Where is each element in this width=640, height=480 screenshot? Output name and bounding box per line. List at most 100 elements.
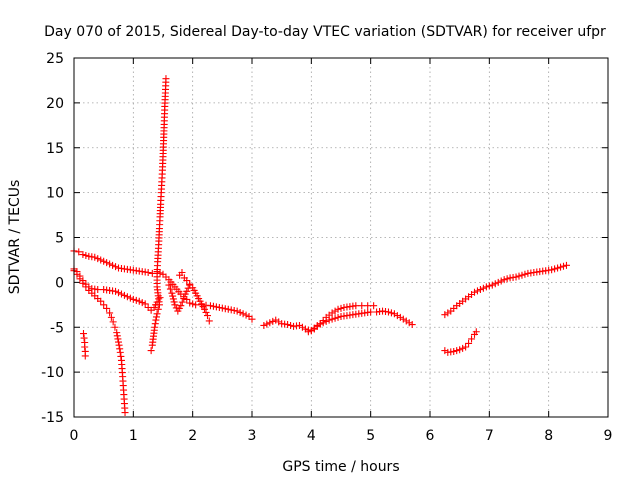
series-arc-8 — [260, 307, 416, 335]
x-tick-label: 2 — [188, 428, 197, 444]
data-point — [109, 261, 117, 269]
data-point — [180, 295, 188, 303]
data-point — [319, 317, 327, 325]
data-point — [518, 271, 526, 279]
y-tick-label: 25 — [46, 51, 64, 67]
data-point — [364, 302, 372, 310]
series-arc-7 — [176, 269, 213, 325]
data-point — [100, 257, 108, 265]
data-point — [169, 292, 177, 300]
data-point — [170, 298, 178, 306]
data-point — [154, 305, 162, 313]
data-point — [116, 345, 124, 353]
data-point — [459, 344, 467, 352]
y-tick-label: 10 — [46, 186, 64, 202]
data-point — [284, 321, 292, 329]
data-point — [384, 308, 392, 316]
data-point — [120, 291, 128, 299]
x-tick-label: 0 — [70, 428, 79, 444]
data-point — [548, 266, 556, 274]
data-point — [248, 315, 256, 323]
data-point — [79, 251, 87, 259]
data-point — [562, 261, 570, 269]
data-point — [121, 409, 129, 417]
data-point — [307, 326, 315, 334]
x-axis-label: GPS time / hours — [282, 459, 399, 475]
data-point — [328, 315, 336, 323]
x-tick-label: 3 — [248, 428, 257, 444]
data-point — [367, 308, 375, 316]
data-point — [151, 323, 159, 331]
data-point — [304, 328, 312, 336]
data-point — [112, 263, 120, 271]
data-point — [209, 302, 217, 310]
data-point — [212, 303, 220, 311]
data-point — [560, 262, 567, 270]
data-point — [147, 347, 155, 355]
series-arc-11 — [441, 328, 480, 356]
data-point — [168, 289, 176, 297]
data-point — [162, 75, 170, 83]
data-point — [171, 301, 179, 309]
data-point — [370, 302, 378, 310]
data-point — [94, 286, 102, 294]
data-point — [80, 334, 88, 342]
data-point — [165, 281, 173, 289]
y-axis-label: SDTVAR / TECUs — [7, 180, 23, 295]
data-point — [206, 302, 214, 310]
data-point — [115, 289, 122, 297]
data-point — [557, 263, 565, 271]
data-point — [115, 338, 122, 346]
data-point — [242, 311, 250, 319]
x-tick-label: 6 — [426, 428, 435, 444]
data-point — [192, 301, 200, 309]
data-point — [106, 260, 114, 268]
data-point — [79, 279, 87, 287]
data-point — [316, 320, 324, 328]
data-point — [497, 277, 505, 285]
data-point — [482, 283, 490, 291]
data-point — [117, 352, 125, 360]
grid-lines — [74, 58, 608, 417]
data-point — [473, 287, 481, 295]
data-point — [79, 330, 87, 338]
data-point — [260, 321, 268, 329]
data-point — [236, 308, 244, 316]
y-tick-label: 15 — [46, 141, 64, 157]
data-point — [138, 299, 146, 307]
data-point — [111, 323, 119, 331]
data-point — [178, 269, 186, 277]
data-point — [204, 312, 211, 320]
data-point — [512, 273, 520, 281]
data-point — [494, 278, 502, 286]
data-points — [70, 75, 570, 417]
data-point — [151, 320, 159, 328]
data-point — [113, 329, 121, 337]
data-point — [76, 275, 84, 283]
x-tick-label: 9 — [604, 428, 613, 444]
data-point — [287, 321, 295, 329]
data-point — [100, 301, 108, 309]
y-tick-label: -10 — [41, 365, 64, 381]
data-point — [218, 304, 226, 312]
data-point — [169, 295, 177, 303]
data-point — [186, 280, 194, 288]
data-point — [387, 309, 395, 317]
data-point — [521, 270, 529, 278]
series-arc-10 — [441, 261, 570, 319]
data-point — [152, 316, 160, 324]
data-point — [201, 305, 209, 313]
data-point — [462, 343, 470, 351]
data-point — [515, 272, 523, 280]
y-tick-label: 5 — [55, 231, 64, 247]
data-point — [186, 299, 194, 307]
data-point — [215, 304, 223, 312]
data-point — [266, 319, 274, 327]
data-point — [408, 321, 416, 329]
data-point — [75, 248, 83, 256]
data-point — [115, 341, 123, 349]
data-point — [334, 305, 342, 313]
data-point — [456, 346, 464, 354]
x-tick-label: 8 — [544, 428, 553, 444]
